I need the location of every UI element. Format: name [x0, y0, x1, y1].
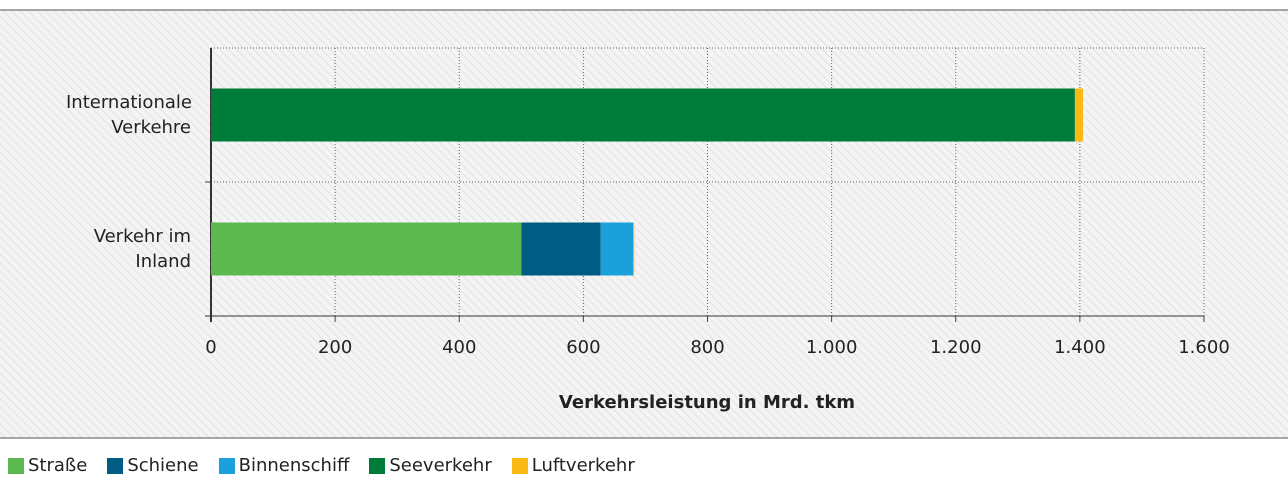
legend-swatch — [369, 457, 386, 474]
legend: Straße Schiene Binnenschiff Seeverkehr Luftv… — [8, 455, 635, 476]
x-tick-label: 1.400 — [1054, 337, 1106, 358]
x-tick-label: 1.200 — [930, 337, 982, 358]
legend-item: Binnenschiff — [218, 455, 350, 476]
legend-label: Seeverkehr — [389, 455, 492, 476]
legend-item: Seeverkehr — [369, 455, 492, 476]
bar-segment — [633, 222, 635, 276]
legend-swatch — [8, 457, 24, 474]
legend-swatch — [218, 457, 235, 474]
bar-segment — [211, 222, 522, 276]
legend-item: Straße — [8, 455, 87, 476]
legend-label: Straße — [28, 455, 88, 476]
background — [0, 10, 1288, 438]
legend-label: Luftverkehr — [531, 455, 635, 476]
legend-swatch — [107, 457, 124, 474]
x-tick-label: 600 — [566, 337, 600, 358]
legend-label: Schiene — [127, 455, 199, 476]
x-tick-label: 800 — [690, 337, 724, 358]
x-tick-label: 400 — [442, 337, 476, 358]
x-tick-label: 1.000 — [806, 337, 858, 358]
legend-item: Schiene — [107, 455, 199, 476]
legend-swatch — [511, 457, 528, 474]
x-tick-label: 1.600 — [1178, 337, 1230, 358]
x-tick-label: 0 — [205, 337, 216, 358]
x-tick-label: 200 — [318, 337, 352, 358]
y-tick-label: Verkehr im Inland — [93, 226, 191, 272]
legend-item: Luftverkehr — [511, 455, 635, 476]
bar-segment — [1074, 88, 1083, 142]
bar-segment — [211, 88, 1075, 142]
bar-segment — [521, 222, 601, 276]
x-axis-title: Verkehrsleistung in Mrd. tkm — [559, 392, 855, 413]
bar-segment — [600, 222, 634, 276]
legend-label: Binnenschiff — [238, 455, 350, 476]
y-tick-label: Internationale Verkehre — [66, 92, 192, 138]
